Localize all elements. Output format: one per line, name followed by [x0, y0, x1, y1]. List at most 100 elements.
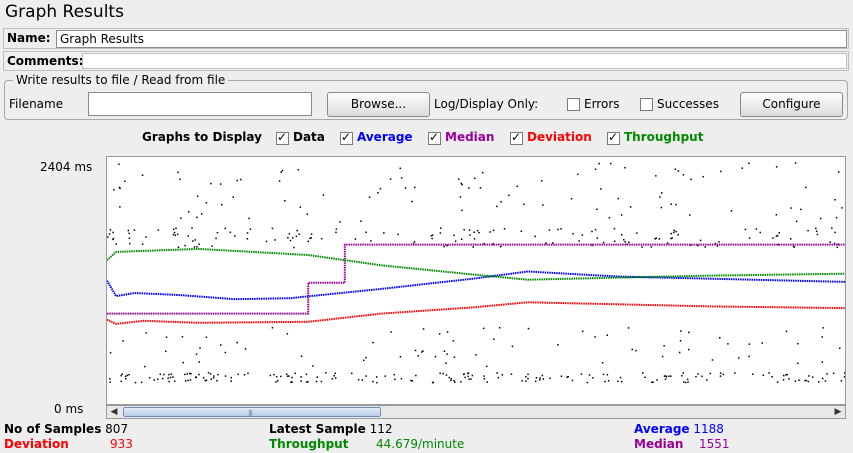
sample-dot [300, 355, 303, 357]
sample-dot [510, 373, 513, 375]
sample-dot [596, 237, 598, 239]
sample-dot [545, 242, 547, 244]
scroll-left-arrow-icon[interactable]: ◀ [110, 407, 118, 417]
sample-dot [184, 244, 186, 247]
filename-input[interactable] [88, 92, 312, 116]
configure-button[interactable]: Configure [740, 92, 843, 117]
scroll-thumb[interactable]: ||| [123, 407, 381, 417]
sample-dot [244, 348, 247, 350]
sample-dot [588, 374, 591, 376]
sample-dot [430, 235, 433, 237]
horizontal-scrollbar[interactable]: ◀ ||| ▶ [106, 405, 846, 419]
sample-dot [689, 244, 692, 246]
sample-dot [604, 380, 606, 383]
name-input[interactable] [56, 30, 847, 48]
deviation-checkbox[interactable] [510, 130, 523, 145]
sample-dot [843, 376, 846, 378]
sample-dot [681, 375, 683, 377]
sample-dot [438, 333, 441, 335]
sample-dot [697, 244, 699, 247]
sample-dot [617, 380, 619, 383]
browse-button[interactable]: Browse... [327, 92, 430, 117]
sample-dot [629, 206, 632, 208]
sample-dot [280, 375, 282, 378]
sample-dot [134, 381, 137, 384]
sample-dot [271, 327, 274, 329]
sample-dot [811, 376, 814, 378]
sample-dot [741, 167, 743, 169]
sample-dot [274, 239, 276, 241]
sample-dot [837, 243, 840, 246]
sample-dot [128, 232, 130, 235]
sample-dot [483, 243, 485, 245]
sample-dot [771, 376, 773, 378]
sample-dot [748, 237, 751, 239]
sample-dot [307, 240, 309, 243]
average-stat-label: Average [634, 422, 690, 436]
throughput-checkbox[interactable] [607, 130, 620, 145]
sample-dot [655, 237, 657, 239]
sample-dot [141, 174, 144, 176]
sample-dot [493, 338, 495, 340]
data-checkbox[interactable] [276, 130, 289, 145]
sample-dot [411, 380, 413, 382]
sample-dot [184, 380, 187, 382]
sample-dot [188, 211, 190, 213]
sample-dot [211, 245, 213, 247]
sample-dot [109, 229, 112, 231]
sample-dot [782, 374, 785, 377]
sample-dot [460, 381, 462, 383]
sample-dot [112, 238, 114, 241]
sample-dot [236, 179, 238, 182]
sample-dot [606, 374, 609, 376]
sample-dot [220, 344, 222, 346]
sample-dot [748, 343, 751, 345]
sample-dot [665, 375, 667, 377]
sample-dot [844, 372, 846, 374]
comments-label: Comments: [7, 54, 84, 68]
sample-dot [661, 192, 663, 194]
sample-dot [748, 355, 750, 358]
sample-dot [497, 376, 500, 379]
sample-dot [421, 351, 423, 353]
sample-dot [145, 332, 147, 334]
sample-dot [121, 373, 123, 375]
sample-dot [560, 375, 563, 377]
median-checkbox[interactable] [428, 130, 441, 145]
sample-dot [128, 237, 131, 239]
sample-dot [397, 233, 399, 236]
sample-dot [122, 340, 124, 342]
sample-dot [762, 374, 765, 376]
sample-dot [354, 238, 357, 240]
sample-dot [172, 233, 175, 236]
sample-dot [417, 355, 419, 357]
sample-dot [549, 377, 551, 379]
sample-dot [572, 233, 574, 235]
sample-dot [446, 244, 448, 247]
sample-dot [673, 229, 675, 232]
sample-dot [113, 189, 115, 191]
sample-dot [176, 233, 179, 236]
sample-dot [501, 374, 504, 376]
sample-dot [133, 229, 136, 231]
average-checkbox[interactable] [340, 130, 353, 145]
scroll-right-arrow-icon[interactable]: ▶ [834, 407, 842, 417]
throughput-stat-label: Throughput [269, 437, 349, 451]
sample-dot [670, 203, 672, 205]
sample-dot [688, 331, 690, 334]
sample-dot [224, 351, 227, 354]
sample-dot [481, 171, 484, 174]
sample-dot [775, 235, 778, 237]
sample-dot [168, 373, 170, 376]
sample-dot [221, 203, 223, 206]
sample-dot [210, 182, 212, 185]
sample-dot [485, 365, 488, 368]
comments-field[interactable] [82, 53, 847, 69]
sample-dot [454, 240, 457, 242]
sample-dot [445, 362, 447, 364]
sample-dot [411, 200, 413, 203]
successes-checkbox[interactable] [640, 98, 653, 111]
errors-checkbox[interactable] [567, 98, 580, 111]
sample-dot [711, 359, 714, 361]
sample-dot [125, 378, 127, 380]
